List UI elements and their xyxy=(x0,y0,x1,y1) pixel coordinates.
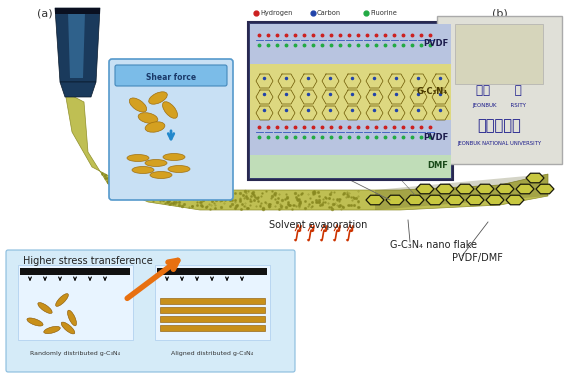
Text: JEONBUK        RSITY: JEONBUK RSITY xyxy=(472,103,526,107)
Bar xyxy=(250,155,451,178)
Text: (b): (b) xyxy=(492,9,508,19)
Bar xyxy=(248,22,453,180)
Text: PVDF: PVDF xyxy=(423,132,448,141)
Polygon shape xyxy=(65,92,548,210)
Bar xyxy=(157,268,267,275)
Ellipse shape xyxy=(132,167,154,173)
Text: G-C₃N₄ nano flake: G-C₃N₄ nano flake xyxy=(390,240,477,250)
Bar xyxy=(455,24,543,84)
Ellipse shape xyxy=(149,92,168,104)
FancyBboxPatch shape xyxy=(109,59,233,200)
Bar xyxy=(250,64,451,120)
Bar xyxy=(250,120,451,155)
Bar xyxy=(55,8,100,14)
Bar xyxy=(155,265,270,340)
Ellipse shape xyxy=(162,102,177,118)
Ellipse shape xyxy=(127,155,149,161)
Polygon shape xyxy=(466,195,484,205)
Polygon shape xyxy=(375,174,548,210)
Text: JEONBUK NATIONAL UNIVERSITY: JEONBUK NATIONAL UNIVERSITY xyxy=(457,141,541,147)
FancyBboxPatch shape xyxy=(115,65,227,86)
Bar xyxy=(160,298,265,304)
Ellipse shape xyxy=(150,172,172,178)
Ellipse shape xyxy=(38,302,52,313)
Ellipse shape xyxy=(129,98,146,112)
Text: Randomly distributed g-C₃N₄: Randomly distributed g-C₃N₄ xyxy=(30,351,120,356)
Bar xyxy=(160,307,265,313)
Bar xyxy=(437,16,562,164)
FancyBboxPatch shape xyxy=(6,250,295,372)
Polygon shape xyxy=(416,184,434,194)
Ellipse shape xyxy=(27,318,43,326)
Polygon shape xyxy=(496,184,514,194)
Polygon shape xyxy=(386,195,404,205)
Polygon shape xyxy=(446,195,464,205)
Polygon shape xyxy=(506,195,524,205)
Ellipse shape xyxy=(61,322,75,334)
Text: Shear force: Shear force xyxy=(146,72,196,81)
Bar xyxy=(18,265,133,340)
Polygon shape xyxy=(456,184,474,194)
Ellipse shape xyxy=(145,159,167,167)
Ellipse shape xyxy=(145,122,165,132)
Text: G-C₃N₄: G-C₃N₄ xyxy=(417,87,448,97)
Bar xyxy=(250,24,451,64)
Text: Solvent evaporation: Solvent evaporation xyxy=(269,220,367,230)
Polygon shape xyxy=(60,82,96,97)
Ellipse shape xyxy=(56,294,68,307)
Text: PVDF/DMF: PVDF/DMF xyxy=(452,253,503,263)
Text: PVDF: PVDF xyxy=(423,40,448,49)
Text: (a): (a) xyxy=(37,9,53,19)
Polygon shape xyxy=(55,8,100,82)
Polygon shape xyxy=(436,184,454,194)
Polygon shape xyxy=(486,195,504,205)
Text: Higher stress transference: Higher stress transference xyxy=(23,256,153,266)
Text: Aligned distributed g-C₃N₄: Aligned distributed g-C₃N₄ xyxy=(171,351,253,356)
Polygon shape xyxy=(68,12,85,78)
Polygon shape xyxy=(426,195,444,205)
Ellipse shape xyxy=(67,310,76,326)
Polygon shape xyxy=(526,173,544,183)
Bar xyxy=(20,268,130,275)
Polygon shape xyxy=(406,195,424,205)
Bar xyxy=(160,325,265,331)
Ellipse shape xyxy=(168,166,190,173)
Polygon shape xyxy=(536,184,554,194)
Text: 전북대학교: 전북대학교 xyxy=(477,118,521,133)
Polygon shape xyxy=(366,195,384,205)
Polygon shape xyxy=(476,184,494,194)
Ellipse shape xyxy=(163,153,185,161)
Ellipse shape xyxy=(44,326,60,334)
Ellipse shape xyxy=(138,113,158,123)
Text: 전북      교: 전북 교 xyxy=(476,84,522,98)
Polygon shape xyxy=(516,184,534,194)
Text: DMF: DMF xyxy=(427,161,448,170)
Text: Fluorine: Fluorine xyxy=(370,10,397,16)
Bar xyxy=(160,316,265,322)
Text: Carbon: Carbon xyxy=(317,10,341,16)
Text: Hydrogen: Hydrogen xyxy=(260,10,292,16)
